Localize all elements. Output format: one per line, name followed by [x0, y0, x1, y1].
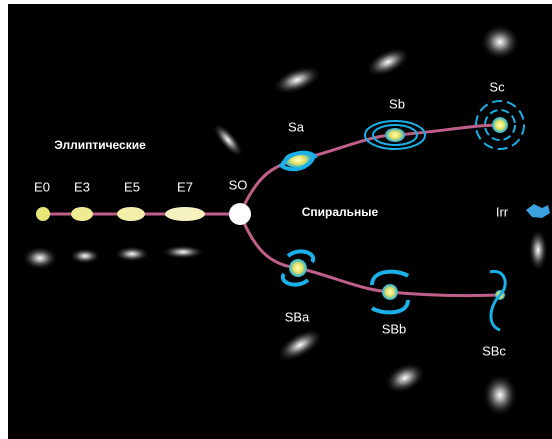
node-label: E3 [74, 179, 90, 194]
elliptical-galaxies [36, 203, 251, 225]
node-label: E5 [124, 179, 140, 194]
node-label: Sb [389, 96, 405, 111]
node-label: SBa [285, 309, 310, 324]
background-galaxies [22, 24, 548, 417]
node-label: SO [229, 177, 248, 192]
node-label: SBb [382, 321, 407, 336]
node-labels: E0 E3 E5 E7 SO Sa Sb Sc SBa SBb SBc Irr [34, 79, 509, 358]
node-label: E7 [177, 179, 193, 194]
background [8, 4, 552, 439]
node-label: Sa [288, 119, 305, 134]
node-label: E0 [34, 179, 50, 194]
spiral-galaxies [278, 100, 550, 332]
spiral-label: Спиральные [302, 205, 379, 219]
node-label: Irr [496, 204, 509, 219]
elliptical-label: Эллиптические [54, 138, 146, 152]
node-label: SBc [482, 343, 506, 358]
node-label: Sc [489, 79, 505, 94]
